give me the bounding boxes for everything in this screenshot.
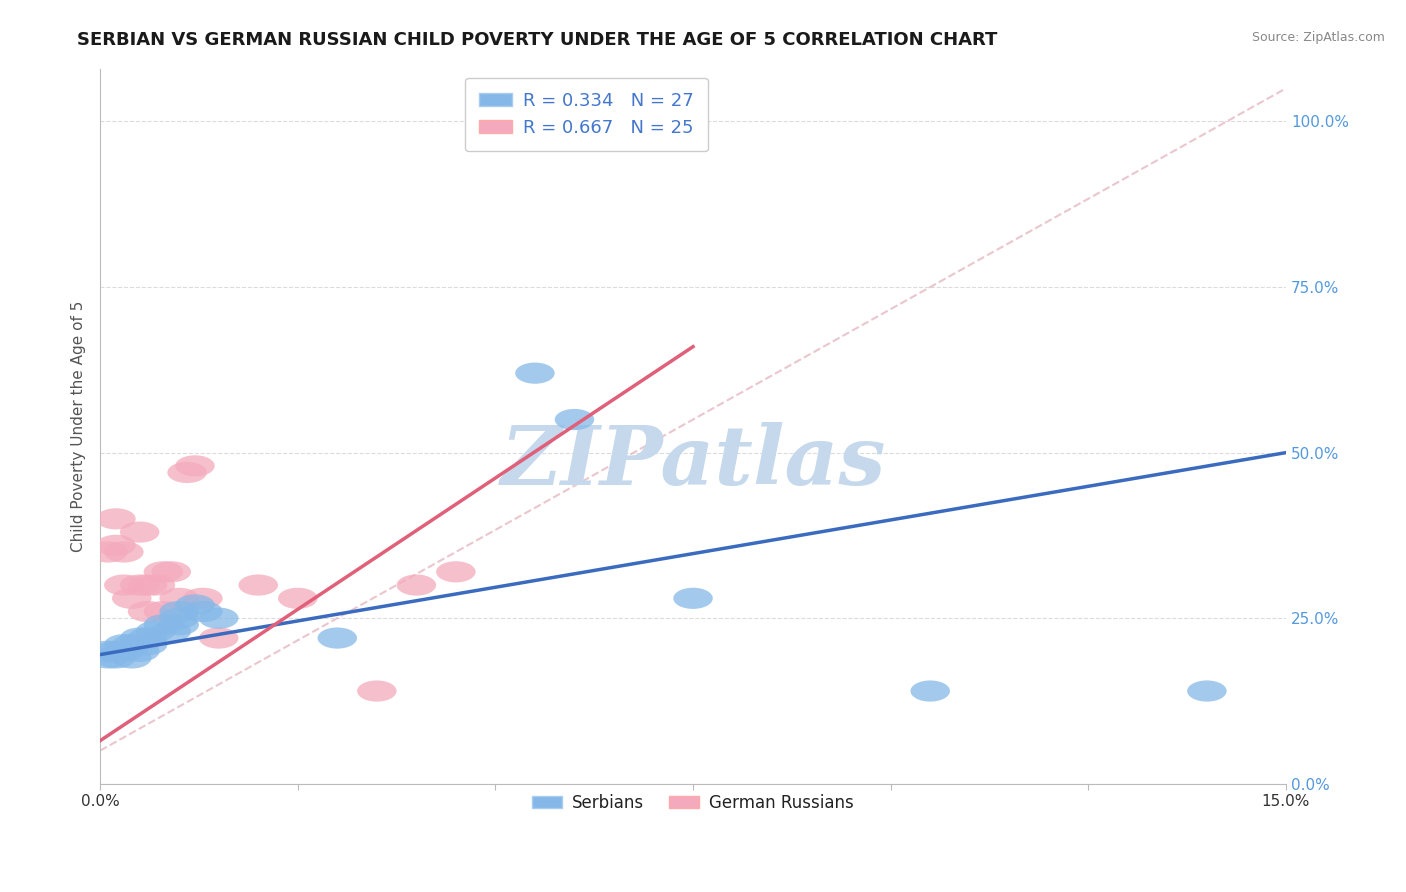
Ellipse shape <box>176 594 215 615</box>
Ellipse shape <box>239 574 278 596</box>
Ellipse shape <box>198 607 239 629</box>
Ellipse shape <box>183 588 222 609</box>
Ellipse shape <box>128 574 167 596</box>
Ellipse shape <box>183 601 222 622</box>
Ellipse shape <box>104 634 143 656</box>
Ellipse shape <box>176 455 215 476</box>
Ellipse shape <box>104 640 143 662</box>
Ellipse shape <box>673 588 713 609</box>
Ellipse shape <box>159 607 198 629</box>
Text: SERBIAN VS GERMAN RUSSIAN CHILD POVERTY UNDER THE AGE OF 5 CORRELATION CHART: SERBIAN VS GERMAN RUSSIAN CHILD POVERTY … <box>77 31 998 49</box>
Ellipse shape <box>136 574 176 596</box>
Ellipse shape <box>436 561 475 582</box>
Ellipse shape <box>143 561 183 582</box>
Ellipse shape <box>159 601 198 622</box>
Ellipse shape <box>112 648 152 668</box>
Ellipse shape <box>89 640 128 662</box>
Ellipse shape <box>112 588 152 609</box>
Ellipse shape <box>278 588 318 609</box>
Ellipse shape <box>396 574 436 596</box>
Ellipse shape <box>152 621 191 642</box>
Ellipse shape <box>555 111 595 132</box>
Ellipse shape <box>96 648 136 668</box>
Ellipse shape <box>96 508 136 530</box>
Ellipse shape <box>96 640 136 662</box>
Ellipse shape <box>152 561 191 582</box>
Ellipse shape <box>104 574 143 596</box>
Ellipse shape <box>120 627 159 648</box>
Text: Source: ZipAtlas.com: Source: ZipAtlas.com <box>1251 31 1385 45</box>
Ellipse shape <box>104 541 143 563</box>
Ellipse shape <box>128 601 167 622</box>
Ellipse shape <box>159 588 198 609</box>
Ellipse shape <box>318 627 357 648</box>
Ellipse shape <box>198 627 239 648</box>
Ellipse shape <box>120 522 159 542</box>
Ellipse shape <box>120 574 159 596</box>
Ellipse shape <box>96 534 136 556</box>
Ellipse shape <box>167 462 207 483</box>
Y-axis label: Child Poverty Under the Age of 5: Child Poverty Under the Age of 5 <box>72 301 86 552</box>
Ellipse shape <box>89 541 128 563</box>
Ellipse shape <box>357 681 396 702</box>
Ellipse shape <box>515 362 555 384</box>
Ellipse shape <box>136 621 176 642</box>
Ellipse shape <box>1187 681 1226 702</box>
Ellipse shape <box>120 640 159 662</box>
Ellipse shape <box>911 681 950 702</box>
Ellipse shape <box>143 615 183 635</box>
Ellipse shape <box>128 627 167 648</box>
Ellipse shape <box>128 634 167 656</box>
Legend: Serbians, German Russians: Serbians, German Russians <box>519 780 868 825</box>
Ellipse shape <box>89 648 128 668</box>
Text: ZIPatlas: ZIPatlas <box>501 422 886 502</box>
Ellipse shape <box>159 615 198 635</box>
Ellipse shape <box>555 409 595 430</box>
Ellipse shape <box>112 634 152 656</box>
Ellipse shape <box>143 601 183 622</box>
